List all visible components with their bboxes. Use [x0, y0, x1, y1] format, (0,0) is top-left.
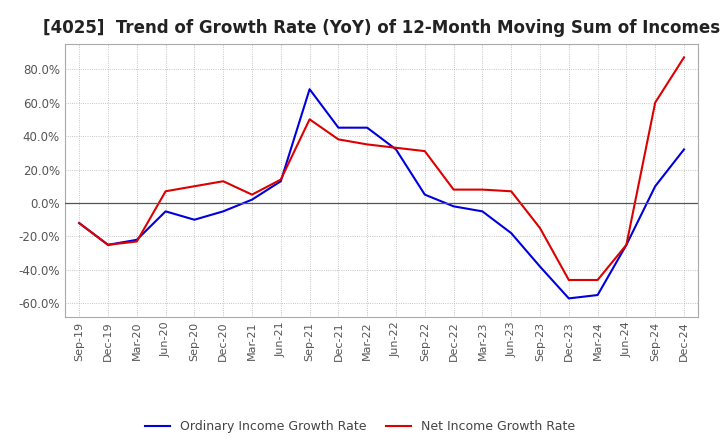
Net Income Growth Rate	[219, 179, 228, 184]
Ordinary Income Growth Rate	[593, 293, 602, 298]
Net Income Growth Rate	[420, 148, 429, 154]
Net Income Growth Rate	[132, 239, 141, 244]
Net Income Growth Rate	[651, 100, 660, 105]
Ordinary Income Growth Rate	[75, 220, 84, 226]
Ordinary Income Growth Rate	[536, 264, 544, 269]
Ordinary Income Growth Rate	[507, 231, 516, 236]
Ordinary Income Growth Rate	[564, 296, 573, 301]
Ordinary Income Growth Rate	[334, 125, 343, 130]
Ordinary Income Growth Rate	[219, 209, 228, 214]
Title: [4025]  Trend of Growth Rate (YoY) of 12-Month Moving Sum of Incomes: [4025] Trend of Growth Rate (YoY) of 12-…	[43, 19, 720, 37]
Net Income Growth Rate	[564, 277, 573, 282]
Net Income Growth Rate	[507, 189, 516, 194]
Net Income Growth Rate	[305, 117, 314, 122]
Net Income Growth Rate	[449, 187, 458, 192]
Ordinary Income Growth Rate	[392, 147, 400, 152]
Ordinary Income Growth Rate	[622, 242, 631, 247]
Ordinary Income Growth Rate	[161, 209, 170, 214]
Ordinary Income Growth Rate	[190, 217, 199, 222]
Net Income Growth Rate	[276, 177, 285, 182]
Ordinary Income Growth Rate	[132, 237, 141, 242]
Line: Net Income Growth Rate: Net Income Growth Rate	[79, 57, 684, 280]
Ordinary Income Growth Rate	[305, 87, 314, 92]
Ordinary Income Growth Rate	[104, 242, 112, 247]
Ordinary Income Growth Rate	[478, 209, 487, 214]
Ordinary Income Growth Rate	[680, 147, 688, 152]
Net Income Growth Rate	[334, 137, 343, 142]
Net Income Growth Rate	[478, 187, 487, 192]
Ordinary Income Growth Rate	[248, 197, 256, 202]
Net Income Growth Rate	[161, 189, 170, 194]
Ordinary Income Growth Rate	[420, 192, 429, 197]
Net Income Growth Rate	[536, 225, 544, 231]
Legend: Ordinary Income Growth Rate, Net Income Growth Rate: Ordinary Income Growth Rate, Net Income …	[140, 415, 580, 438]
Ordinary Income Growth Rate	[449, 204, 458, 209]
Net Income Growth Rate	[392, 145, 400, 150]
Line: Ordinary Income Growth Rate: Ordinary Income Growth Rate	[79, 89, 684, 298]
Net Income Growth Rate	[248, 192, 256, 197]
Net Income Growth Rate	[593, 277, 602, 282]
Net Income Growth Rate	[104, 242, 112, 247]
Net Income Growth Rate	[622, 242, 631, 247]
Ordinary Income Growth Rate	[363, 125, 372, 130]
Net Income Growth Rate	[363, 142, 372, 147]
Net Income Growth Rate	[190, 183, 199, 189]
Net Income Growth Rate	[75, 220, 84, 226]
Net Income Growth Rate	[680, 55, 688, 60]
Ordinary Income Growth Rate	[276, 179, 285, 184]
Ordinary Income Growth Rate	[651, 183, 660, 189]
